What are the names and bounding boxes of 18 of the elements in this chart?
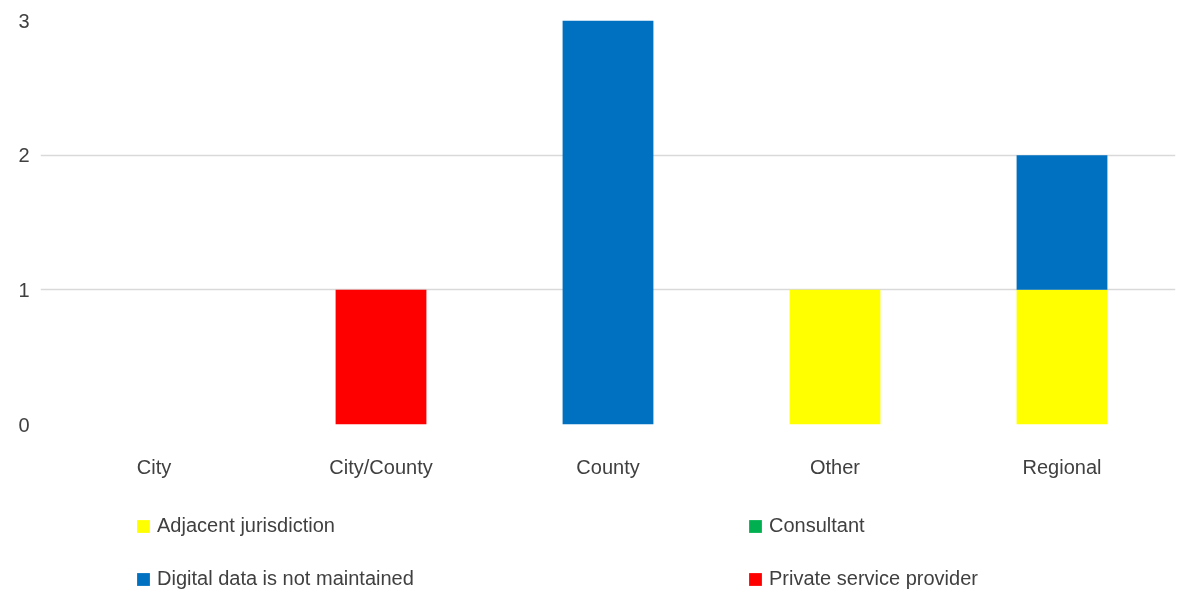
legend-label: Adjacent jurisdiction	[157, 514, 336, 537]
bar	[1016, 155, 1108, 290]
bar	[1016, 289, 1108, 425]
x-tick-label: City/County	[329, 455, 433, 478]
y-tick-label: 0	[18, 413, 30, 436]
legend-label: Private service provider	[769, 567, 979, 590]
bar	[562, 20, 654, 425]
bar	[335, 289, 427, 425]
x-tick-label: City	[136, 455, 172, 478]
y-tick-label: 3	[18, 9, 30, 32]
x-tick-label: County	[576, 455, 640, 478]
bar	[789, 289, 881, 425]
y-tick-label: 2	[18, 144, 30, 167]
x-tick-label: Other	[809, 455, 861, 478]
y-tick-label: 1	[18, 278, 30, 301]
legend-label: Digital data is not maintained	[157, 567, 415, 590]
x-tick-label: Regional	[1022, 455, 1102, 478]
legend-label: Consultant	[769, 514, 866, 537]
